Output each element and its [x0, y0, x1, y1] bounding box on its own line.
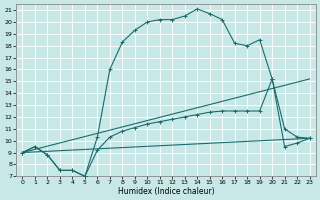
X-axis label: Humidex (Indice chaleur): Humidex (Indice chaleur): [118, 187, 214, 196]
